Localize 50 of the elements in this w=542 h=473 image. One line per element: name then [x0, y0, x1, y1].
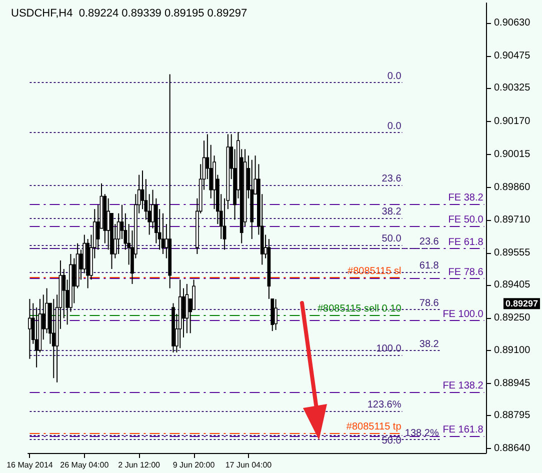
candlestick: [72, 258, 76, 304]
candlestick: [161, 212, 165, 254]
candlestick: [274, 298, 278, 330]
y-tick-label: 0.89555: [494, 247, 531, 258]
candlestick: [52, 298, 56, 379]
ref-line-label: FE 161.8: [442, 424, 484, 436]
ref-line-label: FE 78.6: [448, 267, 484, 278]
y-tick-label: 0.89710: [494, 214, 531, 226]
y-tick-label: 0.90015: [494, 149, 531, 160]
y-tick-label: 0.89100: [494, 344, 531, 356]
y-tick-label: 0.89860: [494, 182, 531, 194]
candlestick: [28, 298, 32, 360]
x-tick-label: 16 May 2014: [6, 460, 54, 470]
annotation: 23.6: [382, 174, 402, 185]
ref-line-label: FE 100.0: [442, 308, 484, 320]
annotation: 0.0: [387, 120, 402, 132]
x-tick-label: 17 Jun 04:00: [225, 460, 272, 470]
y-tick-label: 0.90325: [494, 82, 531, 94]
ref-line-label: FE 61.8: [448, 237, 484, 248]
annotation: 78.6: [419, 298, 440, 309]
candlestick: [192, 279, 196, 310]
ref-line-label: FE 138.2: [442, 380, 484, 392]
y-tick-label: 0.90475: [494, 50, 531, 62]
candlestick: [106, 198, 110, 250]
annotation: 23.6: [419, 236, 440, 248]
y-tick-label: 0.88795: [494, 410, 531, 422]
y-tick-label: 0.90630: [494, 17, 531, 28]
y-tick-label: 0.88945: [494, 378, 531, 389]
text: 0.89297: [505, 298, 538, 309]
annotation: 38.2: [419, 338, 440, 350]
x-tick-label: 26 May 04:00: [60, 460, 110, 470]
x-tick-label: 2 Jun 12:00: [118, 460, 161, 470]
y-tick-label: 0.89405: [494, 280, 531, 291]
candlestick: [34, 306, 38, 368]
annotation: 50.0: [382, 435, 402, 446]
y-tick-label: 0.90170: [494, 116, 531, 127]
annotation: 0.0: [387, 71, 402, 82]
ref-line-label: FE 38.2: [448, 192, 484, 204]
annotation: 123.6%: [367, 399, 402, 410]
ref-line-label: FE 50.0: [448, 214, 484, 226]
ref-line-label: #8085115 sell 0.10: [317, 303, 402, 314]
annotation: 61.8: [419, 260, 440, 272]
ref-line-label: #8085115 sl: [348, 266, 402, 278]
y-tick-label: 0.88640: [494, 443, 531, 454]
ref-line-label: #8085115 tp: [346, 421, 402, 432]
x-tick-label: 9 Jun 20:00: [172, 460, 216, 470]
annotation: 50.0: [382, 233, 402, 244]
annotation: 38.2: [382, 206, 402, 218]
chart-title: USDCHF,H4 0.89224 0.89339 0.89195 0.89297: [11, 8, 248, 20]
y-tick-label: 0.89250: [494, 312, 531, 324]
